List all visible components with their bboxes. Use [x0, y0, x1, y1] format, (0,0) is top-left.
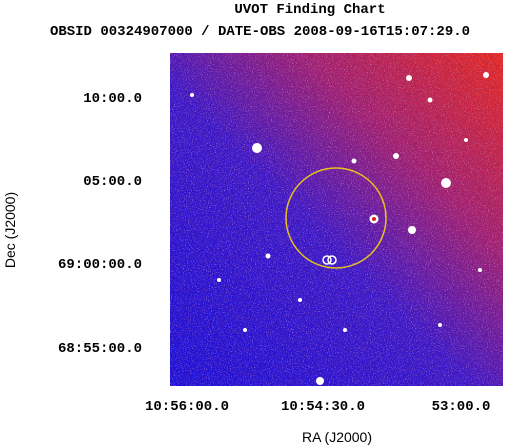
- y-tick-label: 68:55:00.0: [58, 341, 142, 357]
- y-axis-label: Dec (J2000): [2, 192, 18, 268]
- chart-subtitle: OBSID 00324907000 / DATE-OBS 2008-09-16T…: [50, 24, 470, 40]
- x-tick-label: 10:54:30.0: [281, 399, 365, 415]
- x-tick-label: 53:00.0: [432, 399, 491, 415]
- y-tick-label: 10:00.0: [83, 91, 142, 107]
- x-tick-label: 10:56:00.0: [145, 399, 229, 415]
- chart-title: UVOT Finding Chart: [234, 2, 385, 18]
- x-axis-label: RA (J2000): [302, 429, 372, 445]
- y-tick-label: 69:00:00.0: [58, 257, 142, 273]
- sky-image: [170, 53, 503, 386]
- y-tick-label: 05:00.0: [83, 174, 142, 190]
